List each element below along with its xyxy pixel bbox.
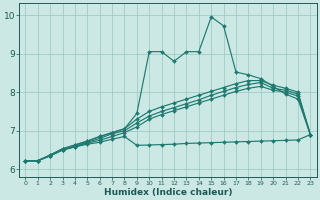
X-axis label: Humidex (Indice chaleur): Humidex (Indice chaleur) xyxy=(104,188,232,197)
